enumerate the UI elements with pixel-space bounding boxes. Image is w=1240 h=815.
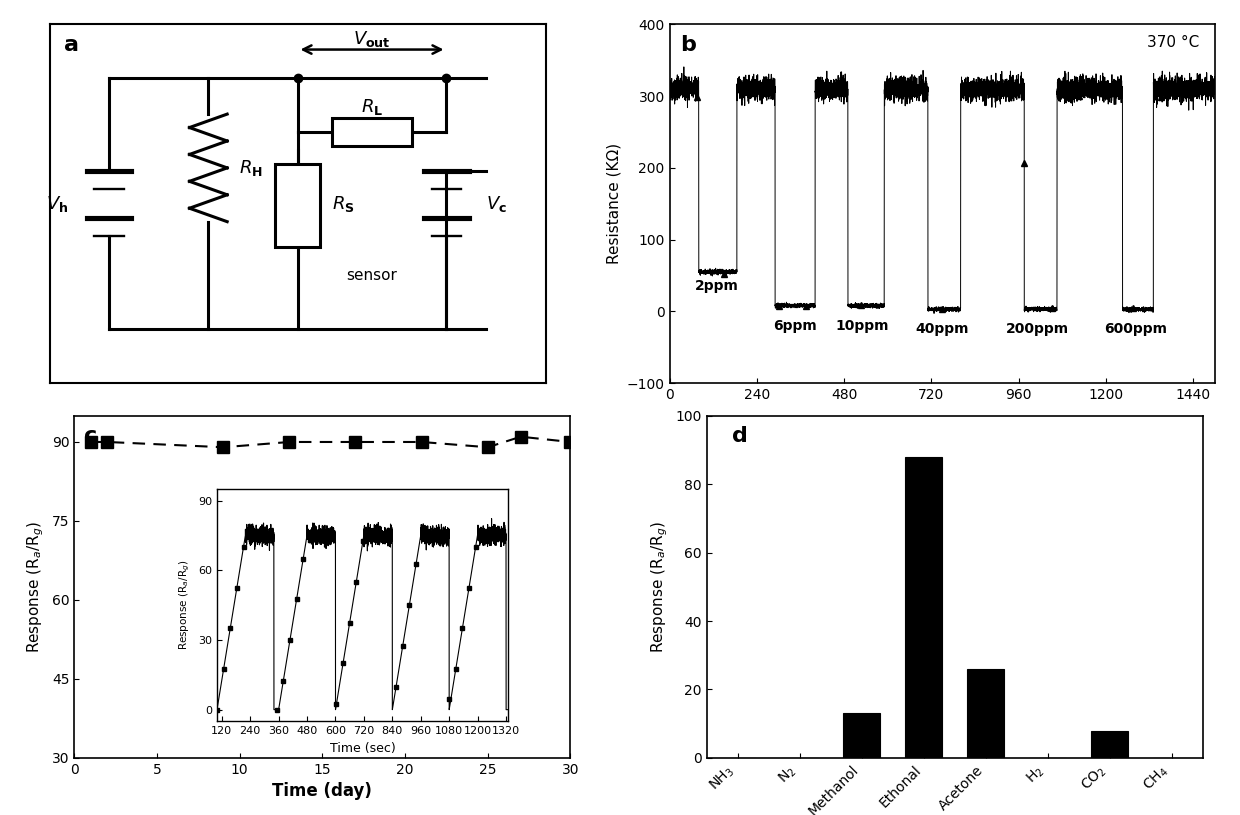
Y-axis label: Response (R$_a$/R$_g$): Response (R$_a$/R$_g$): [650, 521, 670, 653]
Bar: [1091, 730, 1128, 758]
Y-axis label: Response (R$_a$/R$_g$): Response (R$_a$/R$_g$): [26, 521, 46, 653]
X-axis label: Time (sec): Time (sec): [330, 742, 396, 755]
Text: 370 °C: 370 °C: [1147, 35, 1199, 51]
Y-axis label: Response (R$_a$/R$_g$): Response (R$_a$/R$_g$): [179, 560, 192, 650]
Bar: [275, 165, 320, 247]
Text: 40ppm: 40ppm: [915, 322, 970, 337]
Text: d: d: [732, 426, 748, 446]
Bar: [967, 669, 1004, 758]
Bar: [332, 117, 412, 147]
Text: $V_\mathbf{h}$: $V_\mathbf{h}$: [46, 194, 68, 214]
Text: $V_\mathbf{c}$: $V_\mathbf{c}$: [486, 194, 506, 214]
Y-axis label: Resistance (KΩ): Resistance (KΩ): [606, 143, 621, 264]
Text: 2ppm: 2ppm: [694, 280, 739, 293]
Text: $V_\mathbf{out}$: $V_\mathbf{out}$: [353, 29, 391, 49]
Text: b: b: [681, 35, 697, 55]
Text: 10ppm: 10ppm: [836, 319, 889, 333]
Text: 600ppm: 600ppm: [1104, 322, 1167, 337]
Text: 6ppm: 6ppm: [774, 319, 817, 333]
Text: 200ppm: 200ppm: [1006, 322, 1069, 337]
Bar: [843, 713, 880, 758]
Text: sensor: sensor: [346, 268, 398, 283]
Text: a: a: [64, 35, 79, 55]
Text: $R_\mathbf{S}$: $R_\mathbf{S}$: [332, 194, 355, 214]
Text: c: c: [84, 426, 98, 446]
Text: $R_\mathbf{L}$: $R_\mathbf{L}$: [361, 97, 383, 117]
Text: $R_\mathbf{H}$: $R_\mathbf{H}$: [238, 158, 263, 178]
Bar: [905, 456, 942, 758]
X-axis label: Time (day): Time (day): [273, 782, 372, 800]
